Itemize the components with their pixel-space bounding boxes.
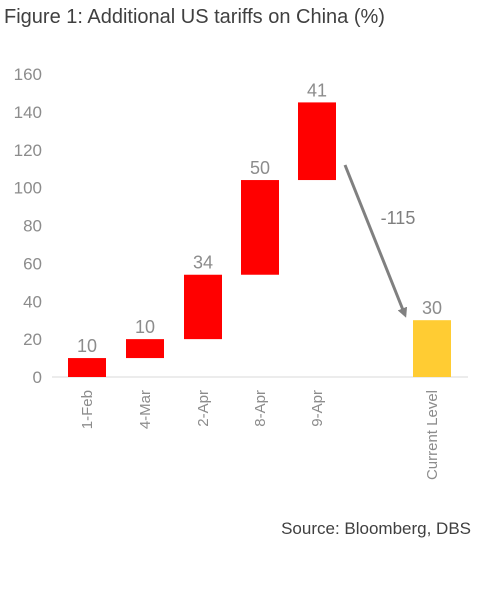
annotation-label: -115 [381, 208, 416, 228]
y-tick-label: 40 [23, 292, 42, 311]
bar-value-label: 10 [77, 336, 97, 356]
y-tick-label: 120 [14, 141, 42, 160]
y-tick-label: 60 [23, 254, 42, 273]
bar-value-label: 30 [422, 298, 442, 318]
y-tick-label: 100 [14, 179, 42, 198]
bar-increase-2-Apr [184, 274, 222, 340]
x-axis: 1-Feb 4-Mar 2-Apr 8-Apr 9-Apr Current Level [79, 390, 441, 480]
x-tick-label: 8-Apr [252, 390, 269, 427]
y-tick-label: 0 [33, 368, 42, 387]
y-tick-label: 80 [23, 217, 42, 236]
bar-total-current-level [413, 320, 451, 377]
y-axis: 0 20 40 60 80 100 120 140 160 [14, 65, 42, 387]
bar-increase-9-Apr [298, 102, 336, 181]
source-note: Source: Bloomberg, DBS [281, 519, 471, 538]
bar-value-label: 10 [135, 317, 155, 337]
x-tick-label: Current Level [424, 390, 441, 480]
bar-value-label: 34 [193, 253, 213, 273]
y-tick-label: 20 [23, 330, 42, 349]
y-tick-label: 140 [14, 103, 42, 122]
x-tick-label: 2-Apr [195, 390, 212, 427]
y-tick-label: 160 [14, 65, 42, 84]
x-tick-label: 4-Mar [137, 390, 154, 429]
bar-increase-4-Mar [126, 339, 164, 359]
chart-title: Figure 1: Additional US tariffs on China… [4, 6, 385, 28]
x-tick-label: 9-Apr [309, 390, 326, 427]
bar-increase-8-Apr [241, 180, 279, 275]
bar-labels-group: 10 10 34 50 41 30 [77, 80, 442, 356]
bars-group [68, 102, 451, 377]
bar-value-label: 50 [250, 158, 270, 178]
bar-value-label: 41 [307, 80, 327, 100]
annotation-arrow [343, 164, 408, 318]
bar-increase-1-Feb [68, 358, 106, 377]
x-tick-label: 1-Feb [79, 390, 96, 429]
